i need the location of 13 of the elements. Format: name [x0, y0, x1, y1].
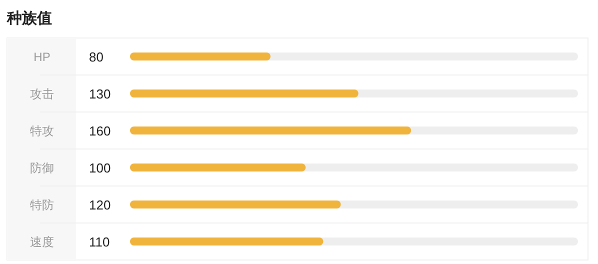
data-label: 130 — [89, 86, 111, 102]
data-label: 110 — [89, 234, 110, 250]
data-label: 80 — [89, 50, 104, 64]
title: 种族值 — [7, 10, 52, 27]
category: 速度 — [30, 235, 54, 249]
data-label: 160 — [89, 124, 111, 138]
data-label: 100 — [89, 160, 111, 176]
category: 特攻 — [30, 124, 54, 138]
data-label: 120 — [89, 198, 111, 212]
category: 防御 — [30, 161, 54, 175]
category: 攻击 — [30, 87, 54, 101]
category: HP — [34, 50, 50, 64]
category: 特防 — [30, 198, 54, 212]
